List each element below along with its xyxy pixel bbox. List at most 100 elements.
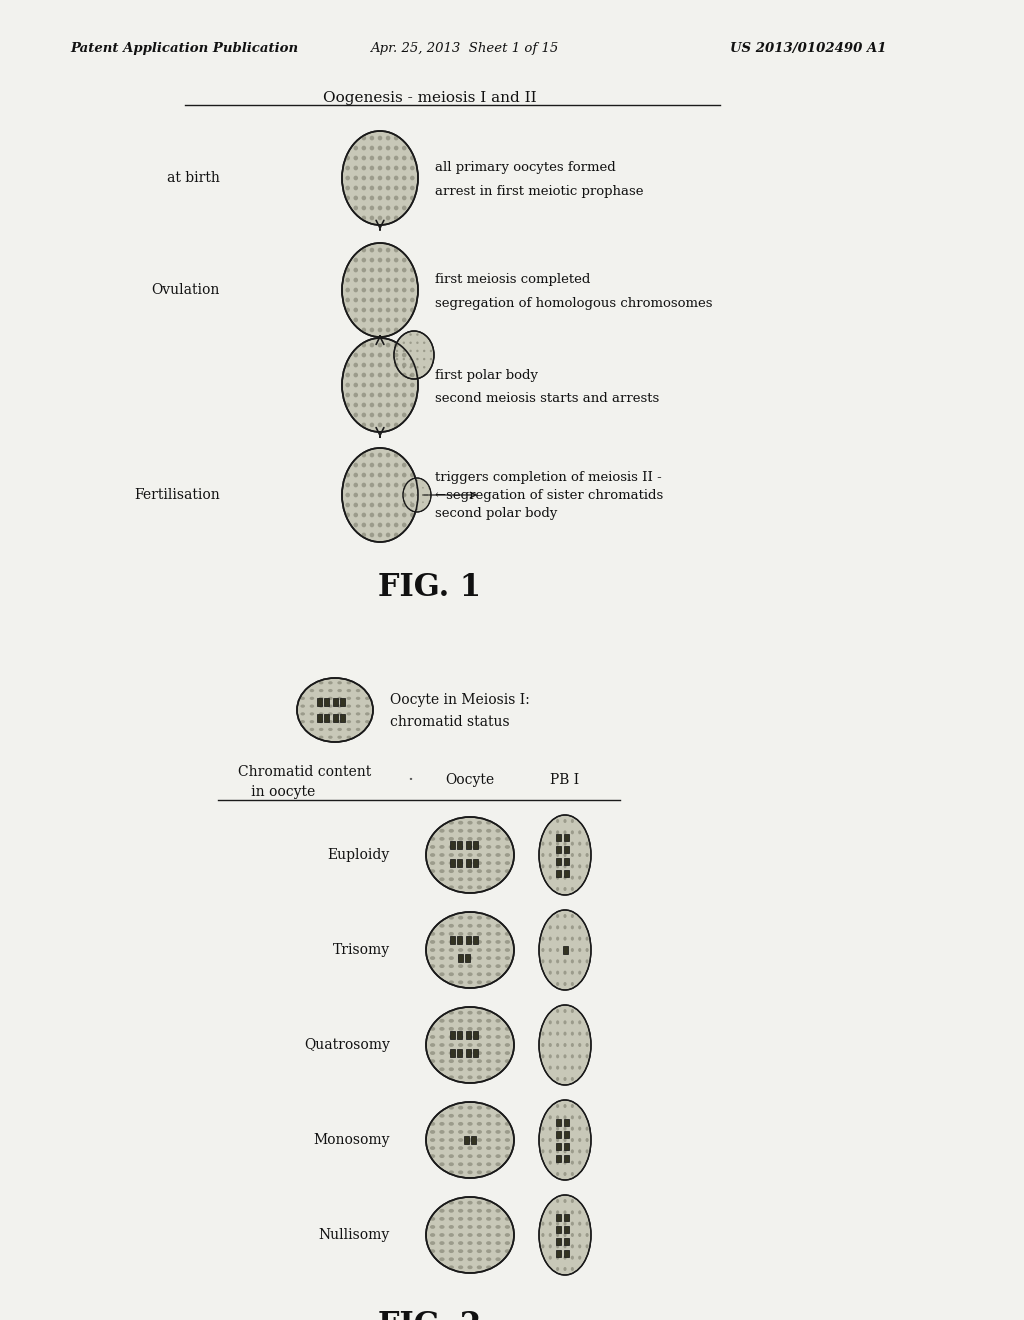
Ellipse shape — [410, 363, 415, 367]
Ellipse shape — [410, 374, 412, 376]
Ellipse shape — [346, 705, 351, 708]
Text: Monosomy: Monosomy — [313, 1133, 390, 1147]
Ellipse shape — [378, 352, 382, 358]
Ellipse shape — [563, 1020, 566, 1024]
Ellipse shape — [430, 1225, 435, 1229]
Ellipse shape — [439, 1163, 444, 1166]
Text: ·: · — [407, 771, 413, 789]
Ellipse shape — [361, 206, 367, 210]
Ellipse shape — [539, 909, 591, 990]
Ellipse shape — [477, 1122, 482, 1126]
Ellipse shape — [563, 1055, 566, 1059]
Bar — [563, 1250, 568, 1257]
Ellipse shape — [496, 845, 501, 849]
Ellipse shape — [439, 861, 444, 865]
Ellipse shape — [410, 277, 415, 282]
Ellipse shape — [477, 1138, 482, 1142]
Ellipse shape — [449, 821, 454, 825]
Ellipse shape — [426, 1197, 514, 1272]
Ellipse shape — [361, 523, 367, 527]
Ellipse shape — [386, 453, 390, 458]
Ellipse shape — [486, 1051, 492, 1055]
Text: first polar body: first polar body — [435, 368, 538, 381]
Ellipse shape — [458, 853, 463, 857]
Ellipse shape — [309, 689, 314, 692]
Ellipse shape — [505, 1051, 510, 1055]
Ellipse shape — [370, 473, 374, 478]
Ellipse shape — [394, 532, 398, 537]
Bar — [473, 1049, 478, 1057]
Ellipse shape — [402, 257, 407, 263]
Ellipse shape — [361, 318, 367, 322]
Ellipse shape — [570, 925, 573, 929]
Text: Chromatid content: Chromatid content — [238, 766, 372, 779]
Ellipse shape — [430, 837, 435, 841]
Bar — [450, 841, 455, 849]
Text: Trisomy: Trisomy — [333, 942, 390, 957]
Ellipse shape — [556, 913, 559, 917]
Ellipse shape — [579, 1055, 582, 1059]
Ellipse shape — [570, 818, 573, 822]
Ellipse shape — [378, 403, 382, 408]
Ellipse shape — [477, 829, 482, 833]
Text: Oocyte in Meiosis I:: Oocyte in Meiosis I: — [390, 693, 529, 708]
Ellipse shape — [394, 483, 398, 487]
Ellipse shape — [449, 1059, 454, 1063]
Bar — [563, 870, 568, 876]
Ellipse shape — [386, 268, 390, 272]
Ellipse shape — [394, 413, 398, 417]
Ellipse shape — [439, 1051, 444, 1055]
Text: US 2013/0102490 A1: US 2013/0102490 A1 — [730, 42, 887, 55]
Ellipse shape — [542, 1127, 545, 1131]
Ellipse shape — [353, 156, 358, 160]
Ellipse shape — [467, 821, 473, 825]
Ellipse shape — [386, 166, 390, 170]
Ellipse shape — [402, 483, 407, 487]
Bar — [555, 1130, 560, 1138]
Ellipse shape — [439, 1059, 444, 1063]
Ellipse shape — [486, 1154, 492, 1158]
Ellipse shape — [570, 1020, 573, 1024]
Ellipse shape — [422, 487, 424, 488]
Ellipse shape — [345, 186, 350, 190]
Ellipse shape — [370, 523, 374, 527]
Ellipse shape — [430, 1035, 435, 1039]
Ellipse shape — [345, 166, 350, 170]
Ellipse shape — [570, 1150, 573, 1154]
Ellipse shape — [477, 861, 482, 865]
Ellipse shape — [467, 1059, 473, 1063]
Ellipse shape — [556, 1065, 559, 1069]
Ellipse shape — [496, 1233, 501, 1237]
Ellipse shape — [563, 1233, 566, 1237]
Ellipse shape — [337, 705, 342, 708]
Ellipse shape — [556, 1210, 559, 1214]
Ellipse shape — [345, 297, 350, 302]
Ellipse shape — [345, 156, 350, 160]
Ellipse shape — [570, 1255, 573, 1259]
Bar — [563, 833, 568, 841]
Ellipse shape — [378, 473, 382, 478]
Ellipse shape — [467, 1266, 473, 1270]
Ellipse shape — [386, 363, 390, 367]
Ellipse shape — [477, 878, 482, 882]
Ellipse shape — [563, 830, 566, 834]
Ellipse shape — [402, 156, 407, 160]
Ellipse shape — [353, 166, 358, 170]
Bar — [555, 1238, 560, 1245]
Ellipse shape — [505, 1217, 510, 1221]
Ellipse shape — [318, 735, 324, 739]
Ellipse shape — [458, 940, 463, 944]
Bar — [555, 1225, 560, 1233]
Ellipse shape — [386, 318, 390, 322]
Ellipse shape — [458, 878, 463, 882]
Ellipse shape — [486, 1258, 492, 1261]
Ellipse shape — [505, 1035, 510, 1039]
Ellipse shape — [353, 186, 358, 190]
Ellipse shape — [458, 1106, 463, 1110]
Ellipse shape — [410, 483, 415, 487]
Ellipse shape — [586, 960, 589, 964]
Bar — [457, 841, 462, 849]
Ellipse shape — [556, 970, 559, 974]
Bar — [333, 714, 338, 722]
Ellipse shape — [467, 1122, 473, 1126]
